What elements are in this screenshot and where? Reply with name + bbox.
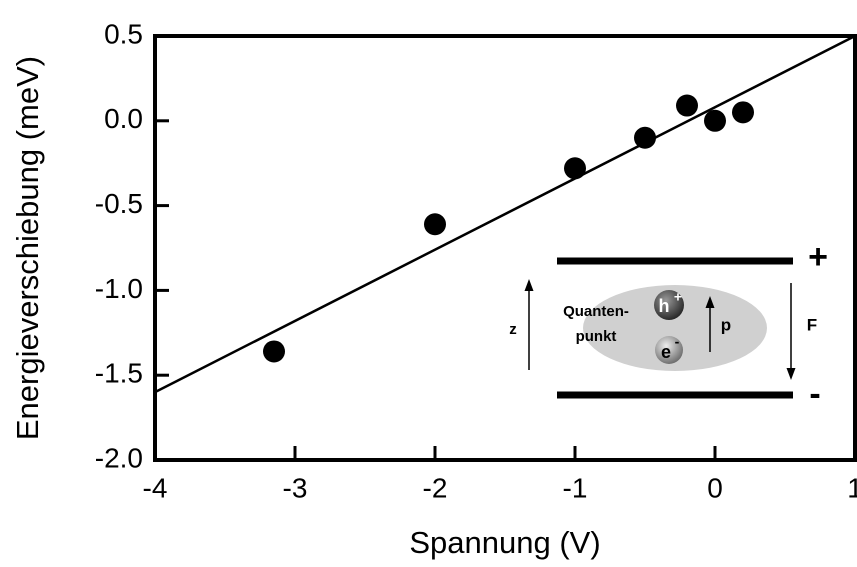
F-label: F: [807, 315, 817, 334]
y-tick-label: -1.0: [95, 273, 143, 304]
plus: +: [808, 238, 828, 276]
x-tick-label: 1: [847, 472, 857, 503]
quantum-dot: [583, 285, 767, 371]
y-tick-label: 0.0: [104, 103, 143, 134]
y-tick-label: -2.0: [95, 442, 143, 473]
hole: [654, 290, 684, 320]
data-point: [564, 157, 586, 180]
x-axis-label: Spannung (V): [409, 525, 600, 560]
x-tick-label: -2: [423, 472, 448, 503]
hole-label: +: [674, 289, 682, 305]
y-tick-label: -1.5: [95, 358, 143, 389]
y-axis-label: Energieverschiebung (meV): [10, 56, 45, 440]
data-point: [263, 340, 285, 363]
data-point: [424, 213, 446, 236]
y-tick-label: -0.5: [95, 188, 143, 219]
electron: [655, 336, 683, 364]
plot-frame: [153, 34, 857, 462]
fit-line: [154, 34, 856, 394]
dot-label: Quanten-: [563, 303, 629, 320]
minus: -: [809, 375, 820, 413]
electron-label: e: [661, 342, 671, 362]
electron-label: -: [675, 334, 680, 350]
data-point: [634, 126, 656, 149]
inset: + - z Quanten- punkt h + e - p F: [509, 238, 828, 413]
x-tick-label: -4: [143, 472, 168, 503]
dot-label: punkt: [576, 328, 617, 345]
x-tick-label: -3: [283, 472, 308, 503]
y-tick-label: 0.5: [104, 18, 143, 49]
p-label: p: [721, 315, 731, 334]
x-tick-label: -1: [563, 472, 588, 503]
data-point: [704, 109, 726, 132]
z-label: z: [509, 321, 517, 338]
x-tick-label: 0: [707, 472, 723, 503]
data-point: [732, 101, 754, 124]
data-point: [676, 94, 698, 117]
hole-label: h: [659, 296, 670, 316]
